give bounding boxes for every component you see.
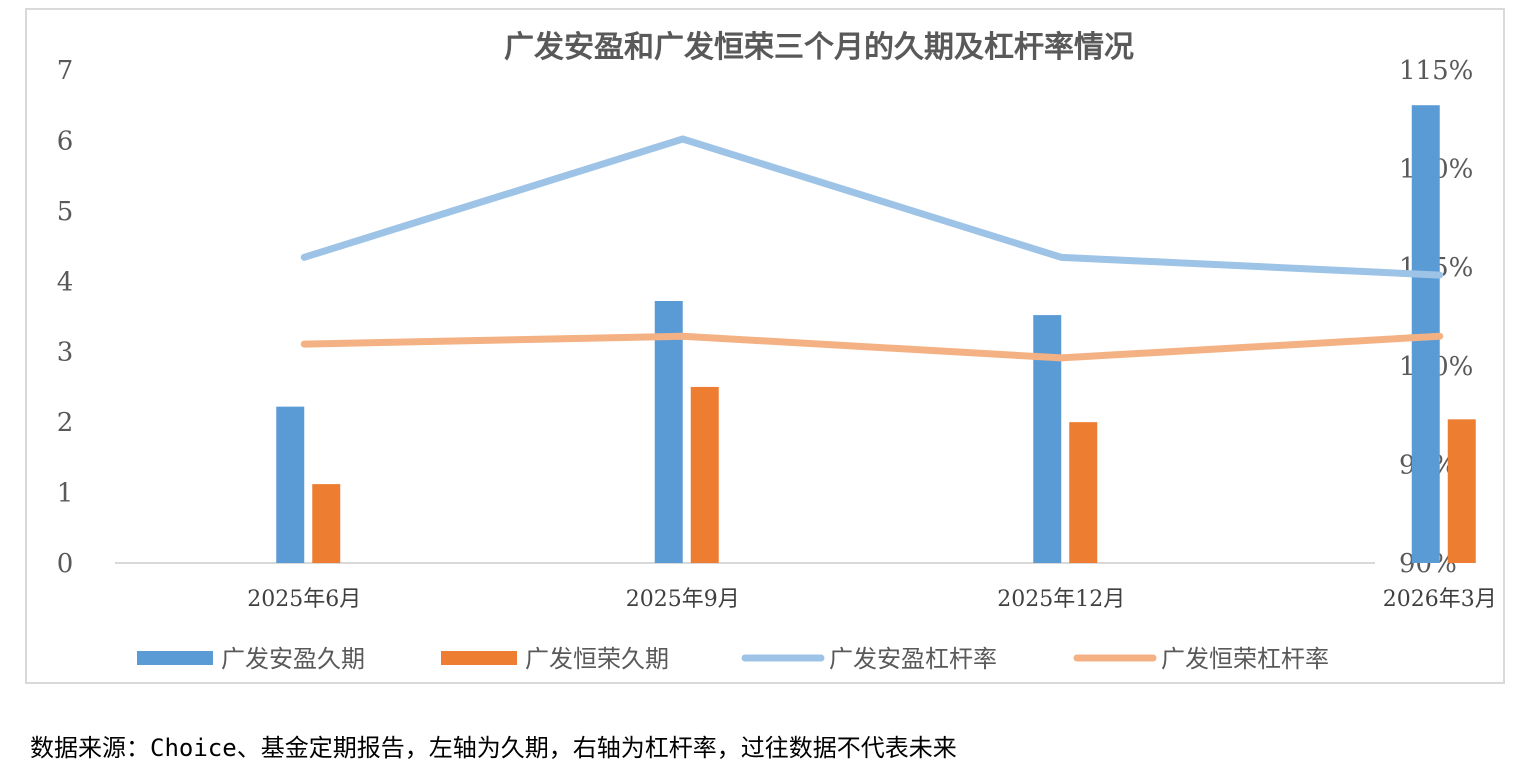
x-tick-label: 2025年9月 xyxy=(626,587,740,612)
legend-label: 广发安盈久期 xyxy=(221,645,365,673)
legend-swatch xyxy=(137,651,213,665)
left-axis: 0 1 2 3 4 5 6 7 xyxy=(57,56,74,579)
bar xyxy=(1447,419,1476,563)
legend: 广发安盈久期 广发恒荣久期 广发安盈杠杆率 广发恒荣杠杆率 xyxy=(137,645,1329,673)
legend-swatch xyxy=(441,651,517,665)
left-tick-label: 5 xyxy=(57,197,74,227)
x-tick-label: 2026年3月 xyxy=(1383,587,1497,612)
bar xyxy=(276,406,305,563)
left-tick-label: 6 xyxy=(57,126,74,156)
x-axis: 2025年6月 2025年9月 2025年12月 2026年3月 xyxy=(247,587,1497,612)
x-tick-label: 2025年12月 xyxy=(997,587,1125,612)
footnote: 数据来源：Choice、基金定期报告，左轴为久期，右轴为杠杆率，过往数据不代表未… xyxy=(30,734,957,762)
series-line xyxy=(300,332,1444,362)
left-tick-label: 2 xyxy=(57,408,74,438)
bars xyxy=(276,105,1476,563)
left-tick-label: 0 xyxy=(57,549,74,579)
left-tick-label: 1 xyxy=(57,479,74,509)
series-line xyxy=(300,135,1444,279)
legend-label: 广发恒荣杠杆率 xyxy=(1161,645,1329,673)
right-tick-label: 115% xyxy=(1399,56,1473,86)
bar xyxy=(1069,422,1098,563)
bar xyxy=(690,386,719,563)
chart-title: 广发安盈和广发恒荣三个月的久期及杠杆率情况 xyxy=(504,30,1134,65)
bar xyxy=(1033,315,1062,563)
x-tick-label: 2025年6月 xyxy=(247,587,361,612)
legend-label: 广发安盈杠杆率 xyxy=(829,645,997,673)
left-tick-label: 7 xyxy=(57,56,74,86)
bar xyxy=(654,301,683,563)
legend-label: 广发恒荣久期 xyxy=(525,645,669,673)
bar xyxy=(312,484,341,563)
left-tick-label: 4 xyxy=(57,267,74,297)
lines xyxy=(300,135,1444,362)
left-tick-label: 3 xyxy=(57,338,74,368)
